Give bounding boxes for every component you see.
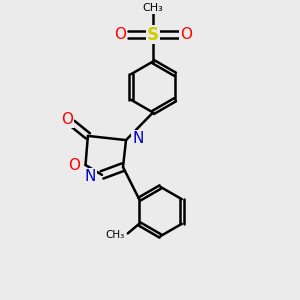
Text: S: S	[147, 26, 159, 44]
Text: N: N	[132, 131, 143, 146]
Text: N: N	[85, 169, 96, 184]
Text: O: O	[180, 27, 192, 42]
Text: O: O	[61, 112, 73, 127]
Text: CH₃: CH₃	[142, 3, 164, 13]
Text: O: O	[114, 27, 126, 42]
Text: CH₃: CH₃	[106, 230, 125, 240]
Text: O: O	[68, 158, 80, 172]
